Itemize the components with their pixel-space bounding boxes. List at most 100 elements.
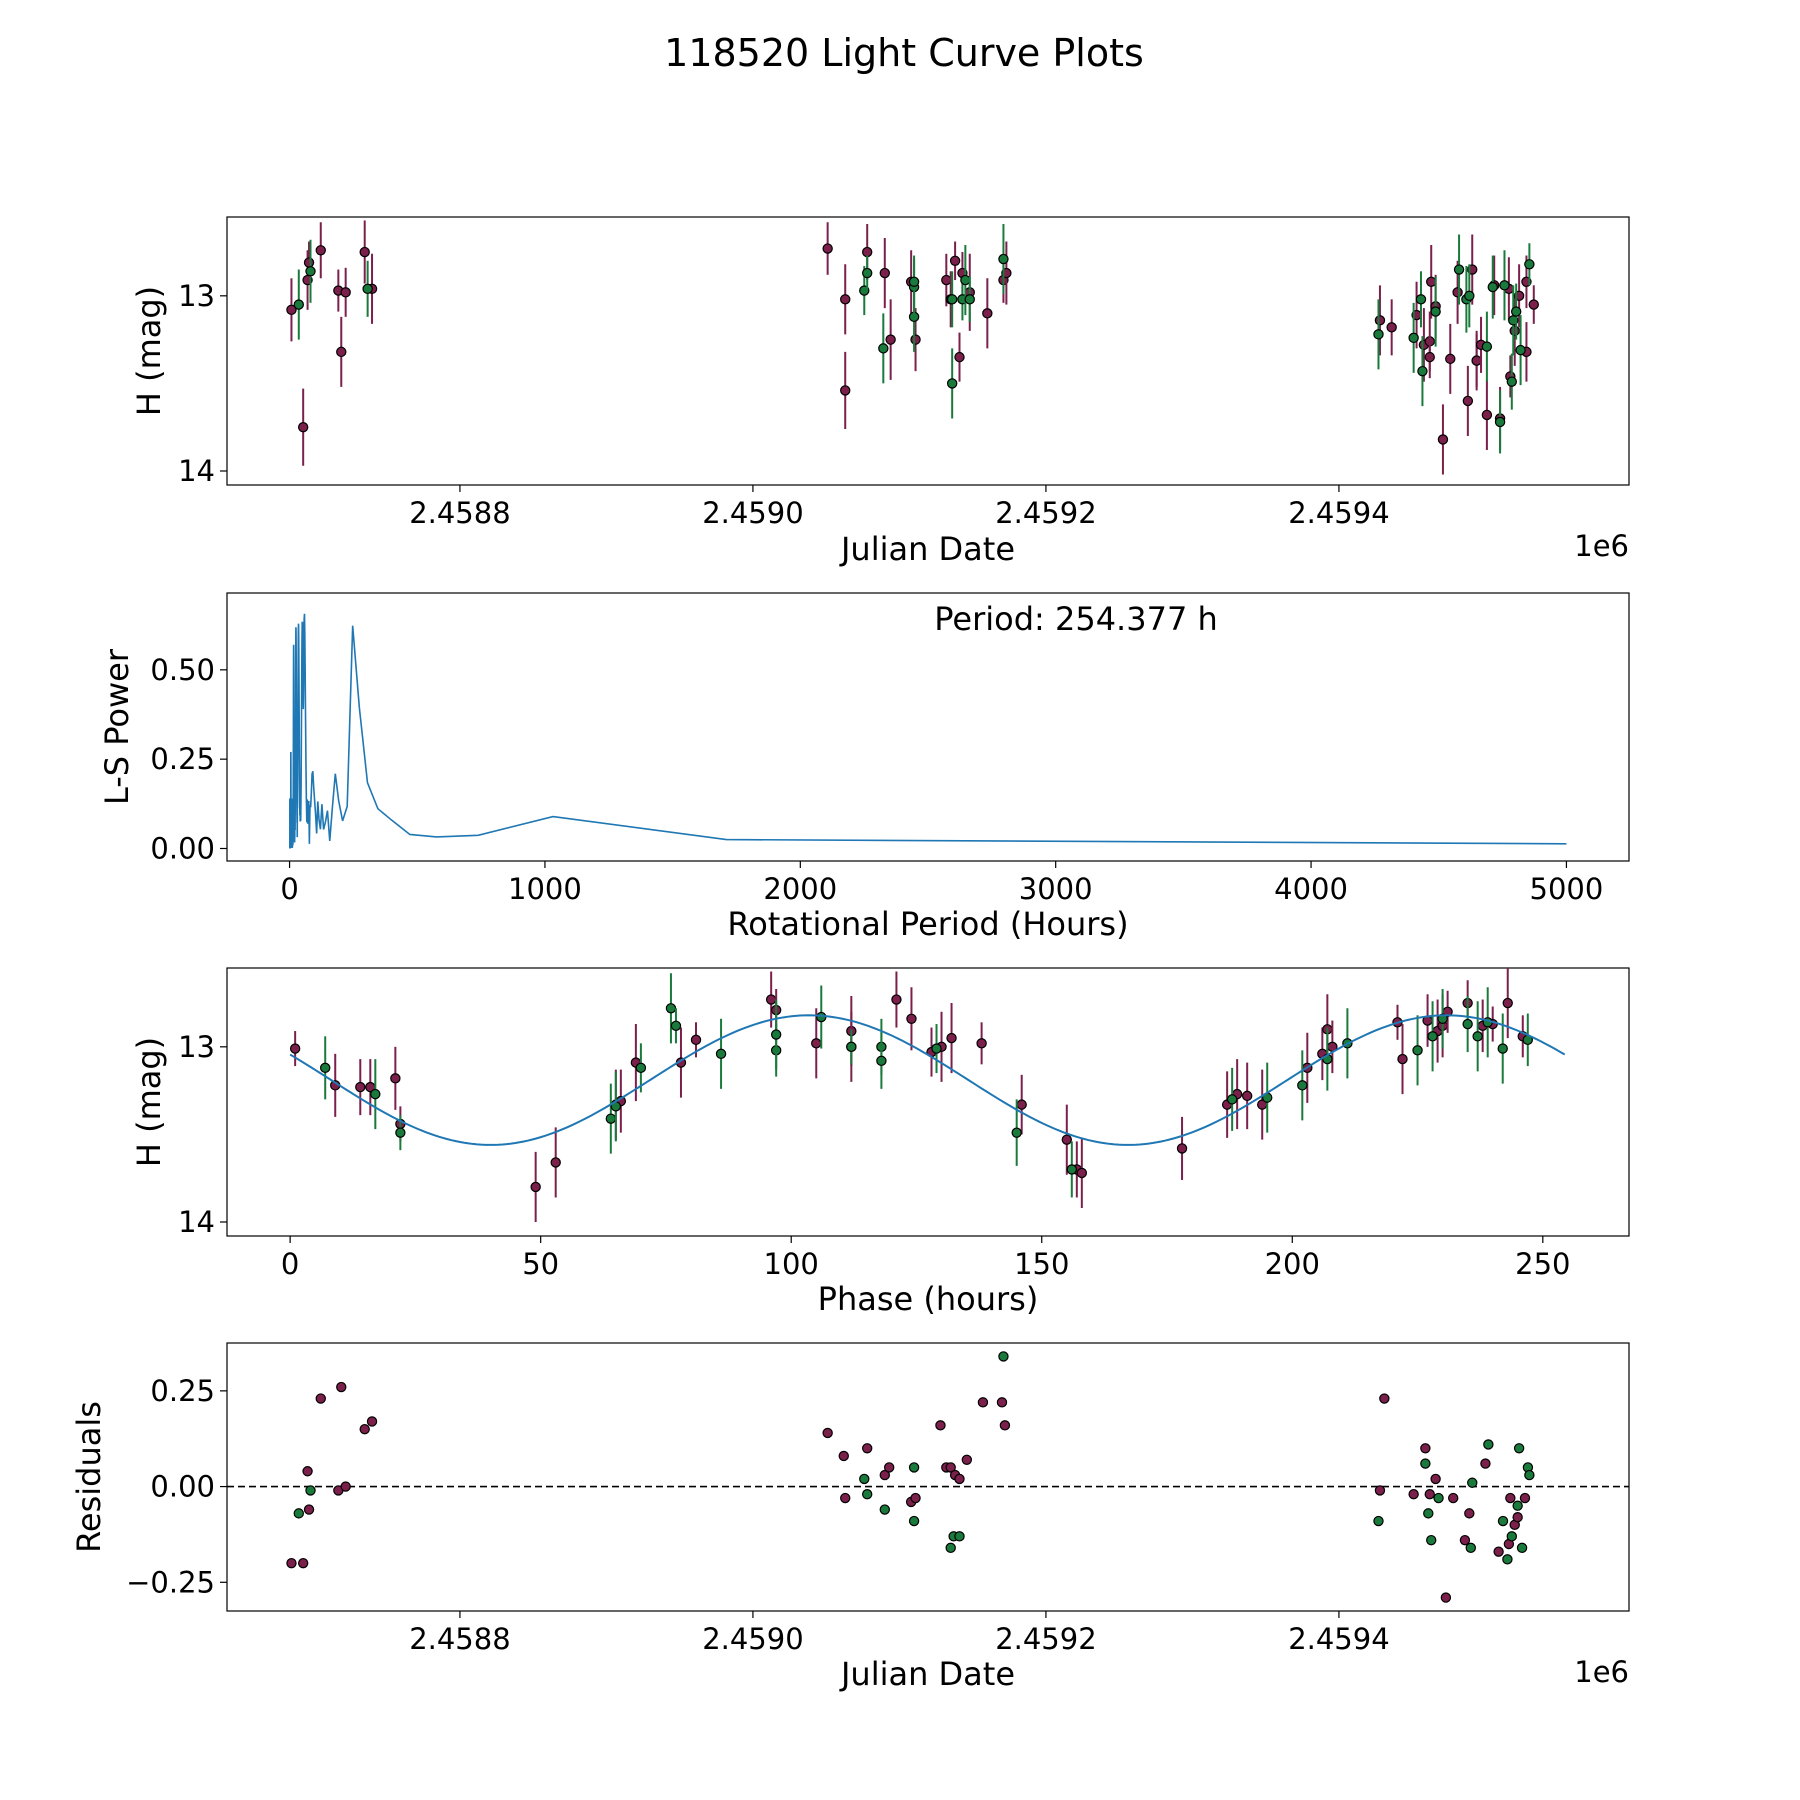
phased-green-point: [715, 1048, 727, 1060]
residuals-purple-point: [1420, 1443, 1431, 1454]
lightcurve-xtick-label: 2.4588: [409, 496, 510, 530]
periodogram-ytick-label: 0.50: [150, 653, 215, 687]
phased-purple-point: [1502, 997, 1513, 1009]
periodogram-marks: [289, 613, 1567, 849]
lightcurve-green-point: [305, 266, 316, 277]
period-annotation: Period: 254.377 h: [934, 600, 1218, 638]
residuals-purple-point: [840, 1492, 851, 1504]
phased-purple-point: [1241, 1090, 1253, 1102]
residuals-ticks: 2.4588 2.4590 2.4592 2.4594 −0.25 0.00 0.25: [126, 1374, 1390, 1656]
lightcurve-offset-text: 1e6: [1574, 529, 1629, 563]
phased-xtick-label: 100: [764, 1247, 819, 1281]
lightcurve-plot-area: [226, 216, 1630, 486]
residuals-purple-point: [879, 1469, 890, 1481]
periodogram-xtick-label: 2000: [763, 872, 837, 906]
lightcurve-xlabel: Julian Date: [839, 530, 1015, 568]
residuals-green-point: [908, 1462, 920, 1473]
residuals-green-point: [1497, 1515, 1509, 1527]
phased-purple-point: [390, 1073, 401, 1084]
phased-green-point: [876, 1055, 887, 1067]
lightcurve-ytick-label: 14: [178, 454, 215, 488]
phased-model-curve: [289, 1014, 1566, 1146]
lightcurve-purple-point: [910, 334, 921, 345]
residuals-green-point: [1512, 1500, 1523, 1511]
lightcurve-purple-point: [1462, 395, 1474, 407]
residuals-purple-point: [862, 1443, 873, 1454]
lightcurve-purple-point: [303, 257, 315, 268]
residuals-green-point: [859, 1473, 870, 1485]
phased-green-point: [770, 1029, 782, 1040]
phased-panel: 0 50 100 150 200 250 13 14 Phase (hours) H (mag…: [130, 967, 1630, 1318]
lightcurve-panel: 2.4588 2.4590 2.4592 2.4594 13 14 Julian Date…: [130, 216, 1630, 568]
residuals-green-point: [1516, 1542, 1528, 1554]
residuals-purple-point: [297, 1557, 309, 1569]
phased-green-point: [1066, 1164, 1078, 1175]
residuals-green-point: [945, 1542, 956, 1554]
phased-green-point: [320, 1062, 331, 1074]
lightcurve-ticks: 2.4588 2.4590 2.4592 2.4594 13 14: [178, 279, 1390, 530]
residuals-green-point: [1506, 1531, 1518, 1542]
residuals-marks: [227, 1351, 1629, 1603]
lightcurve-purple-point: [1386, 322, 1397, 333]
residuals-purple-point: [996, 1397, 1008, 1408]
lightcurve-green-point: [1481, 341, 1493, 352]
lightcurve-purple-point: [1374, 315, 1386, 326]
residuals-purple-point: [1480, 1458, 1491, 1469]
lightcurve-green-point: [1417, 365, 1428, 377]
lightcurve-green-point: [908, 276, 920, 288]
phased-purple-point: [289, 1043, 301, 1054]
residuals-green-point: [1465, 1542, 1476, 1554]
residuals-green-point: [1426, 1534, 1437, 1546]
lightcurve-marks: [286, 220, 1539, 475]
phased-purple-point: [976, 1038, 987, 1049]
periodogram-ytick-label: 0.00: [150, 831, 215, 865]
lightcurve-green-point: [362, 283, 373, 295]
residuals-purple-point: [838, 1450, 849, 1462]
phased-marks: [289, 968, 1566, 1222]
lightcurve-green-point: [1487, 281, 1498, 293]
phased-green-point: [1427, 1031, 1438, 1042]
lightcurve-green-point: [998, 253, 1009, 265]
residuals-plot-area: [226, 1342, 1630, 1612]
phased-purple-point: [811, 1038, 822, 1049]
phased-purple-point: [1061, 1134, 1072, 1145]
lightcurve-green-point: [293, 299, 304, 310]
residuals-green-point: [305, 1485, 316, 1496]
residuals-xtick-label: 2.4594: [1288, 1622, 1389, 1656]
residuals-purple-point: [1512, 1511, 1523, 1523]
residuals-panel: 2.4588 2.4590 2.4592 2.4594 −0.25 0.00 0.25 Ju…: [70, 1342, 1630, 1693]
lightcurve-green-point: [1515, 344, 1526, 356]
residuals-purple-point: [340, 1481, 351, 1492]
residuals-purple-point: [822, 1427, 833, 1439]
phased-ticks: 0 50 100 150 200 250 13 14: [178, 1030, 1570, 1281]
lightcurve-purple-point: [982, 308, 993, 319]
phased-purple-point: [550, 1157, 561, 1168]
phased-xlabel: Phase (hours): [818, 1280, 1039, 1318]
periodogram-ytick-label: 0.25: [150, 742, 215, 776]
periodogram-xtick-label: 3000: [1019, 872, 1093, 906]
residuals-purple-point: [945, 1462, 956, 1473]
residuals-purple-point: [366, 1416, 378, 1427]
lightcurve-purple-point: [359, 246, 370, 258]
lightcurve-purple-point: [1509, 325, 1520, 337]
phased-green-point: [1412, 1045, 1423, 1056]
residuals-green-point: [1373, 1515, 1384, 1527]
residuals-purple-point: [1459, 1534, 1471, 1546]
phased-green-point: [1462, 1018, 1473, 1030]
lightcurve-purple-point: [1424, 351, 1435, 363]
lightcurve-purple-point: [1452, 287, 1463, 298]
residuals-xtick-label: 2.4590: [702, 1622, 803, 1656]
phased-purple-point: [765, 994, 777, 1005]
residuals-purple-point: [359, 1423, 370, 1435]
phased-green-point: [1011, 1127, 1022, 1138]
lightcurve-xtick-label: 2.4594: [1288, 496, 1389, 530]
phased-green-point: [1226, 1094, 1238, 1105]
periodogram-xlabel: Rotational Period (Hours): [727, 905, 1128, 943]
lightcurve-purple-point: [840, 385, 851, 396]
residuals-purple-point: [910, 1492, 921, 1504]
lightcurve-purple-point: [1445, 353, 1456, 365]
residuals-green-point: [908, 1515, 920, 1527]
phased-green-point: [665, 1003, 677, 1014]
phased-ylabel: H (mag): [130, 1037, 168, 1167]
phased-green-point: [395, 1127, 406, 1138]
